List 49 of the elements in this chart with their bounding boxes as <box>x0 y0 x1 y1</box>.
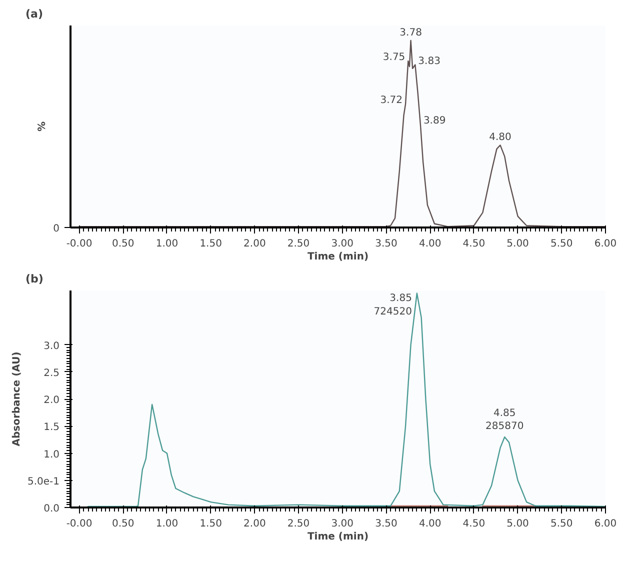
y-axis-title: % <box>37 121 48 132</box>
annotation: 3.83 <box>418 56 440 67</box>
x-tick-label: 3.00 <box>331 238 354 250</box>
chart-title: (b) <box>26 272 44 286</box>
x-tick-label: 2.00 <box>244 238 266 250</box>
x-tick-label: 1.50 <box>200 518 222 530</box>
x-tick-label: 1.00 <box>156 238 178 250</box>
x-tick-label: 3.50 <box>375 518 398 530</box>
x-tick-label: 4.50 <box>462 518 486 530</box>
x-tick-label: 4.50 <box>462 238 486 250</box>
annotation: 3.78 <box>400 27 422 38</box>
x-axis-title: Time (min) <box>307 532 369 542</box>
x-tick-label: 6.00 <box>594 518 617 530</box>
y-tick-label: 5.0e-1 <box>27 476 60 488</box>
chart-title: (a) <box>26 8 43 20</box>
x-tick-label: -0.00 <box>66 238 92 250</box>
x-tick-label: 1.50 <box>200 238 222 250</box>
x-tick-label: 0.50 <box>112 238 134 250</box>
annotation: 4.80 <box>489 132 512 144</box>
x-tick-label: 5.00 <box>506 518 529 530</box>
text: 0 <box>53 224 60 234</box>
x-tick-label: -0.00 <box>66 518 92 530</box>
y-tick-label: 1.0 <box>44 449 60 460</box>
x-tick-label: 3.00 <box>331 518 354 530</box>
x-tick-label: 4.00 <box>418 238 442 250</box>
y-tick-label: 3.0 <box>44 340 60 352</box>
x-tick-label: 5.00 <box>506 238 529 250</box>
line-series <box>87 292 606 508</box>
x-tick-label: 5.50 <box>550 518 573 530</box>
x-tick-label: 2.50 <box>287 238 310 250</box>
x-tick-label: 6.00 <box>594 238 617 250</box>
y-tick-label: 2.5 <box>44 368 60 379</box>
y-tick-label: 1.5 <box>44 422 60 434</box>
annotation: 3.72 <box>380 95 403 106</box>
x-tick-label: 0.50 <box>112 518 134 530</box>
annotation: 3.85 724520 <box>374 293 412 318</box>
y-axis-title: Absorbance (AU) <box>11 352 22 446</box>
x-tick-label: 3.50 <box>375 238 398 250</box>
x-tick-label: 1.00 <box>156 518 178 530</box>
y-tick-label: 2.0 <box>44 395 60 406</box>
x-tick-label: 5.50 <box>550 238 573 250</box>
x-axis-title: Time (min) <box>307 252 369 262</box>
annotation: 3.75 <box>382 52 406 64</box>
x-tick-label: 2.00 <box>244 518 266 530</box>
x-tick-label: 2.50 <box>287 518 310 530</box>
y-tick-label: 0.0 <box>44 504 60 514</box>
annotation: 3.89 <box>423 116 446 127</box>
x-tick-label: 4.00 <box>418 518 442 530</box>
annotation: 4.85 285870 <box>486 408 524 432</box>
